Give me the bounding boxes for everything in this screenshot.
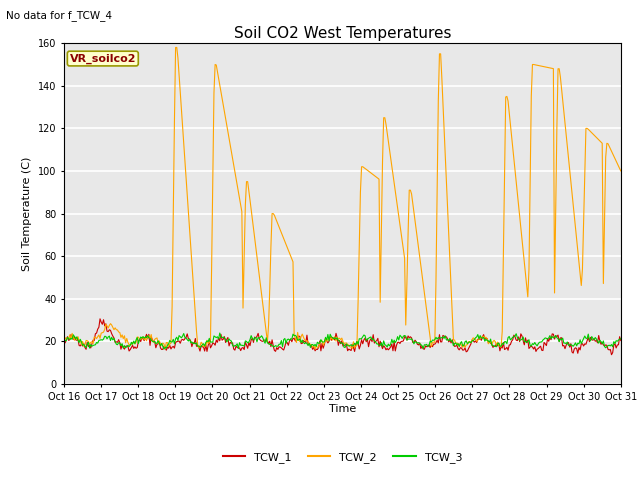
TCW_2 — [617, 168, 625, 174]
TCW_2 — [296, 339, 304, 345]
TCW_1 — [234, 345, 242, 351]
Text: No data for f_TCW_4: No data for f_TCW_4 — [6, 10, 113, 21]
TCW_2 — [401, 255, 408, 261]
TCW_1 — [607, 352, 615, 358]
TCW_3 — [472, 335, 479, 341]
TCW_1 — [567, 341, 575, 347]
TCW_2 — [234, 189, 242, 194]
TCW_3 — [236, 340, 243, 346]
Line: TCW_2: TCW_2 — [64, 48, 621, 349]
Title: Soil CO2 West Temperatures: Soil CO2 West Temperatures — [234, 25, 451, 41]
TCW_1 — [373, 338, 381, 344]
TCW_2 — [172, 45, 179, 50]
Line: TCW_3: TCW_3 — [64, 333, 621, 349]
TCW_1 — [399, 338, 407, 344]
TCW_2 — [311, 347, 319, 352]
TCW_3 — [568, 342, 576, 348]
Y-axis label: Soil Temperature (C): Soil Temperature (C) — [22, 156, 32, 271]
TCW_2 — [60, 337, 68, 343]
TCW_1 — [617, 338, 625, 344]
TCW_3 — [60, 336, 68, 342]
TCW_2 — [568, 190, 576, 195]
Text: VR_soilco2: VR_soilco2 — [70, 53, 136, 64]
TCW_3 — [401, 333, 408, 338]
TCW_1 — [96, 316, 104, 322]
Legend: TCW_1, TCW_2, TCW_3: TCW_1, TCW_2, TCW_3 — [218, 447, 467, 468]
X-axis label: Time: Time — [329, 405, 356, 414]
TCW_3 — [374, 341, 381, 347]
TCW_3 — [216, 330, 223, 336]
TCW_1 — [470, 339, 478, 345]
Line: TCW_1: TCW_1 — [64, 319, 621, 355]
TCW_1 — [60, 339, 68, 345]
TCW_2 — [374, 175, 381, 181]
TCW_3 — [298, 340, 305, 346]
TCW_2 — [472, 336, 479, 342]
TCW_1 — [296, 334, 304, 339]
TCW_3 — [160, 346, 168, 352]
TCW_3 — [617, 336, 625, 341]
